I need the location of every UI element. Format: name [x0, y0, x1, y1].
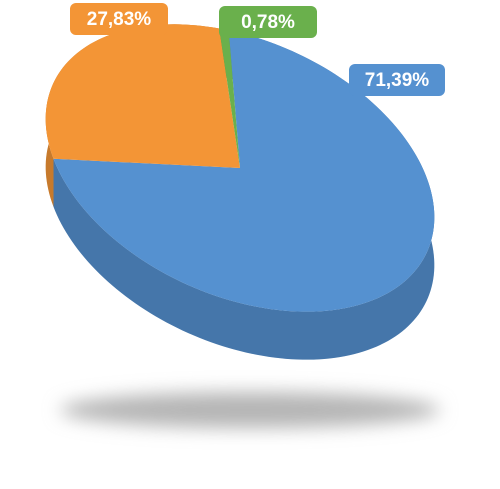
label-box [219, 6, 317, 38]
labels: 71,39% 27,83% 0,78% [70, 3, 445, 96]
slice [45, 24, 240, 168]
data-label: 0,78% [241, 12, 295, 33]
data-label: 71,39% [365, 70, 430, 91]
pie [45, 24, 435, 360]
label-box [70, 3, 168, 35]
shadow [60, 392, 440, 428]
slice [219, 28, 240, 168]
label-box [349, 64, 445, 96]
data-label: 27,83% [87, 9, 152, 30]
slice [53, 30, 435, 312]
